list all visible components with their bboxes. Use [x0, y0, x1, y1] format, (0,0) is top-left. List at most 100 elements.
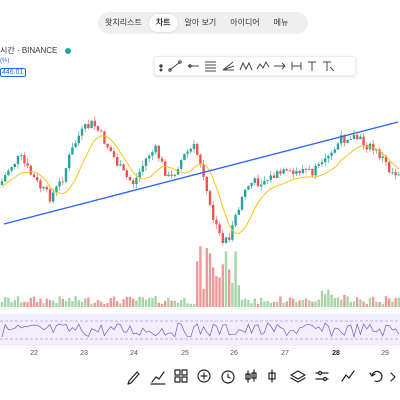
- candle: [260, 184, 263, 187]
- fib-retracement-icon[interactable]: [205, 61, 216, 72]
- candle: [7, 170, 10, 176]
- candle: [42, 186, 45, 189]
- trend-line-icon[interactable]: [168, 60, 182, 72]
- volume-bar: [247, 300, 250, 307]
- zigzag-pattern-icon[interactable]: [239, 61, 253, 71]
- candle: [116, 157, 119, 166]
- volume-bar: [176, 302, 180, 307]
- price-chart[interactable]: [0, 95, 400, 350]
- candle: [346, 139, 349, 143]
- volume-bar: [340, 299, 343, 307]
- volume-bar: [288, 297, 292, 307]
- compare-icon[interactable]: [268, 369, 276, 383]
- candle: [292, 170, 295, 174]
- ray-icon[interactable]: [188, 64, 199, 68]
- candle: [381, 156, 384, 158]
- tab-menu[interactable]: 메뉴: [273, 18, 289, 27]
- volume-bar: [375, 301, 378, 307]
- volume-bar: [234, 251, 237, 307]
- alarm-icon[interactable]: [221, 370, 235, 384]
- volume-bar: [112, 296, 116, 307]
- volume-bar: [228, 269, 231, 307]
- volume-bar: [135, 300, 138, 307]
- text-note-icon[interactable]: [323, 61, 335, 72]
- pitchfork-icon[interactable]: [222, 61, 235, 71]
- candle: [148, 155, 151, 159]
- candle: [228, 237, 231, 240]
- volume-bar: [100, 301, 103, 307]
- grid-icon[interactable]: [174, 369, 188, 383]
- settings-sliders-icon[interactable]: [315, 370, 329, 382]
- tab-watchlist[interactable]: 왓치리스트: [105, 18, 142, 27]
- pencil-icon[interactable]: [127, 371, 140, 385]
- candle: [20, 155, 23, 156]
- volume-bar: [221, 264, 224, 307]
- wave-icon[interactable]: [341, 370, 355, 382]
- candle: [288, 170, 292, 172]
- tab-ideas[interactable]: 아이디어: [230, 18, 260, 27]
- volume-bar: [295, 301, 298, 307]
- volume-bar: [71, 301, 74, 307]
- volume-bar: [167, 298, 170, 307]
- candle: [301, 168, 304, 174]
- candle: [311, 168, 314, 176]
- volume-bar: [215, 276, 218, 307]
- layers-icon[interactable]: [290, 370, 306, 383]
- volume-bar: [74, 296, 77, 307]
- date-tick: 28: [332, 350, 340, 357]
- elliott-wave-icon[interactable]: [256, 60, 270, 70]
- candle: [378, 149, 381, 158]
- more-icon[interactable]: [390, 372, 396, 382]
- add-icon[interactable]: [197, 369, 211, 383]
- date-tick: 29: [381, 350, 389, 357]
- volume-bar: [48, 300, 52, 307]
- candle: [272, 175, 276, 179]
- candle: [135, 177, 138, 185]
- volume-bar: [196, 261, 199, 307]
- candle: [349, 139, 352, 140]
- select-arrow-icon[interactable]: [159, 64, 163, 72]
- tab-explore[interactable]: 알아 보기: [184, 18, 217, 27]
- candle: [276, 171, 279, 179]
- range-icon[interactable]: [291, 62, 302, 70]
- price-tag: 446.01: [0, 68, 27, 77]
- volume-bar: [138, 296, 141, 307]
- volume-bar: [116, 301, 119, 307]
- indicators-icon[interactable]: [150, 371, 166, 385]
- volume-bar: [311, 301, 314, 307]
- price-change-fragment: (%): [0, 58, 10, 64]
- text-icon[interactable]: [308, 61, 316, 71]
- volume-bar: [0, 302, 4, 307]
- candle: [362, 136, 365, 146]
- volume-bar: [359, 299, 362, 307]
- candle: [74, 143, 77, 148]
- undo-icon[interactable]: [369, 370, 383, 382]
- volume-bar: [32, 296, 36, 307]
- candle: [384, 156, 388, 163]
- volume-bar: [4, 296, 7, 307]
- volume-bar: [260, 297, 263, 307]
- trendline[interactable]: [3, 121, 399, 225]
- volume-bar: [160, 303, 164, 307]
- volume-bar: [189, 303, 192, 307]
- volume-bar: [276, 301, 279, 307]
- tab-chart[interactable]: 차트: [148, 14, 178, 32]
- volume-bar: [122, 299, 125, 307]
- volume-bar: [282, 302, 285, 307]
- symbol-header[interactable]: 시간 · BINANCE: [0, 45, 72, 56]
- volume-bar: [186, 303, 189, 307]
- volume-bar: [391, 301, 394, 307]
- candle: [64, 168, 68, 182]
- volume-bar: [87, 297, 90, 307]
- date-tick: 24: [130, 350, 138, 357]
- arrow-marker-icon[interactable]: [274, 62, 286, 70]
- replay-icon[interactable]: [245, 369, 257, 383]
- volume-bar: [154, 296, 157, 307]
- volume-bar: [23, 301, 26, 307]
- candle: [0, 181, 4, 185]
- volume-bar: [324, 294, 327, 307]
- volume-bar: [151, 298, 154, 307]
- volume-bar: [320, 290, 324, 307]
- candle: [324, 158, 327, 163]
- volume-bar: [333, 298, 336, 307]
